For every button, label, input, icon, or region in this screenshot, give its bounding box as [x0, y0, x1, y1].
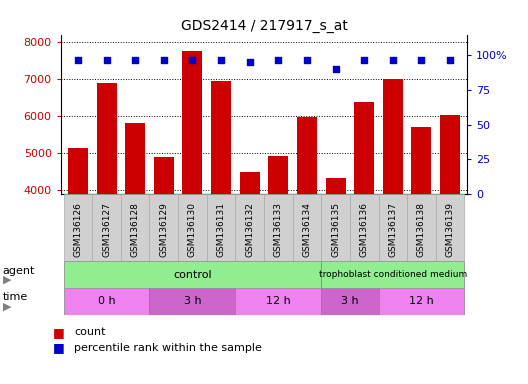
Bar — [211, 81, 231, 194]
Text: GSM136130: GSM136130 — [188, 202, 197, 257]
Bar — [321, 288, 379, 315]
Bar — [63, 194, 92, 261]
Point — [332, 66, 340, 72]
Point — [102, 56, 111, 63]
Point — [159, 56, 168, 63]
Text: count: count — [74, 327, 106, 337]
Bar — [235, 194, 264, 261]
Point — [360, 56, 369, 63]
Text: 3 h: 3 h — [341, 296, 359, 306]
Text: ▶: ▶ — [3, 302, 11, 312]
Text: GDS2414 / 217917_s_at: GDS2414 / 217917_s_at — [181, 19, 347, 33]
Text: ■: ■ — [53, 341, 64, 354]
Text: 12 h: 12 h — [409, 296, 434, 306]
Bar — [154, 157, 174, 194]
Bar — [407, 194, 436, 261]
Bar — [411, 127, 431, 194]
Point — [74, 56, 82, 63]
Point — [217, 56, 225, 63]
Point — [188, 56, 196, 63]
Bar — [350, 194, 379, 261]
Bar — [268, 156, 288, 194]
Bar — [125, 123, 145, 194]
Text: percentile rank within the sample: percentile rank within the sample — [74, 343, 262, 353]
Bar — [63, 288, 149, 315]
Text: GSM136129: GSM136129 — [159, 202, 168, 257]
Bar — [207, 194, 235, 261]
Text: GSM136136: GSM136136 — [360, 202, 369, 257]
Bar — [379, 194, 407, 261]
Bar — [321, 261, 465, 288]
Point — [303, 56, 311, 63]
Point — [246, 59, 254, 65]
Text: 3 h: 3 h — [184, 296, 201, 306]
Point — [446, 56, 454, 63]
Point — [389, 56, 397, 63]
Bar — [149, 194, 178, 261]
Text: GSM136134: GSM136134 — [303, 202, 312, 257]
Text: agent: agent — [3, 265, 35, 276]
Text: GSM136138: GSM136138 — [417, 202, 426, 257]
Text: GSM136133: GSM136133 — [274, 202, 283, 257]
Bar — [383, 79, 403, 194]
Text: control: control — [173, 270, 212, 280]
Bar — [149, 288, 235, 315]
Text: 12 h: 12 h — [266, 296, 291, 306]
Bar — [264, 194, 293, 261]
Bar — [436, 194, 465, 261]
Text: GSM136139: GSM136139 — [446, 202, 455, 257]
Text: trophoblast conditioned medium: trophoblast conditioned medium — [319, 270, 467, 279]
Bar — [240, 172, 260, 194]
Bar — [92, 194, 121, 261]
Point — [274, 56, 282, 63]
Bar — [297, 117, 317, 194]
Text: time: time — [3, 292, 28, 303]
Text: GSM136126: GSM136126 — [73, 202, 82, 257]
Bar — [379, 288, 465, 315]
Bar — [235, 288, 321, 315]
Bar — [68, 147, 88, 194]
Text: GSM136127: GSM136127 — [102, 202, 111, 257]
Text: GSM136135: GSM136135 — [331, 202, 340, 257]
Text: GSM136128: GSM136128 — [130, 202, 140, 257]
Point — [417, 56, 426, 63]
Bar — [321, 194, 350, 261]
Text: GSM136131: GSM136131 — [216, 202, 225, 257]
Bar — [326, 178, 346, 194]
Bar — [293, 194, 321, 261]
Bar — [63, 261, 321, 288]
Bar — [121, 194, 149, 261]
Bar — [440, 115, 460, 194]
Text: ■: ■ — [53, 326, 64, 339]
Text: ▶: ▶ — [3, 275, 11, 285]
Text: GSM136137: GSM136137 — [388, 202, 398, 257]
Bar — [97, 83, 117, 194]
Text: 0 h: 0 h — [98, 296, 115, 306]
Bar — [354, 102, 374, 194]
Text: GSM136132: GSM136132 — [245, 202, 254, 257]
Bar — [182, 51, 202, 194]
Bar — [178, 194, 207, 261]
Point — [131, 56, 139, 63]
